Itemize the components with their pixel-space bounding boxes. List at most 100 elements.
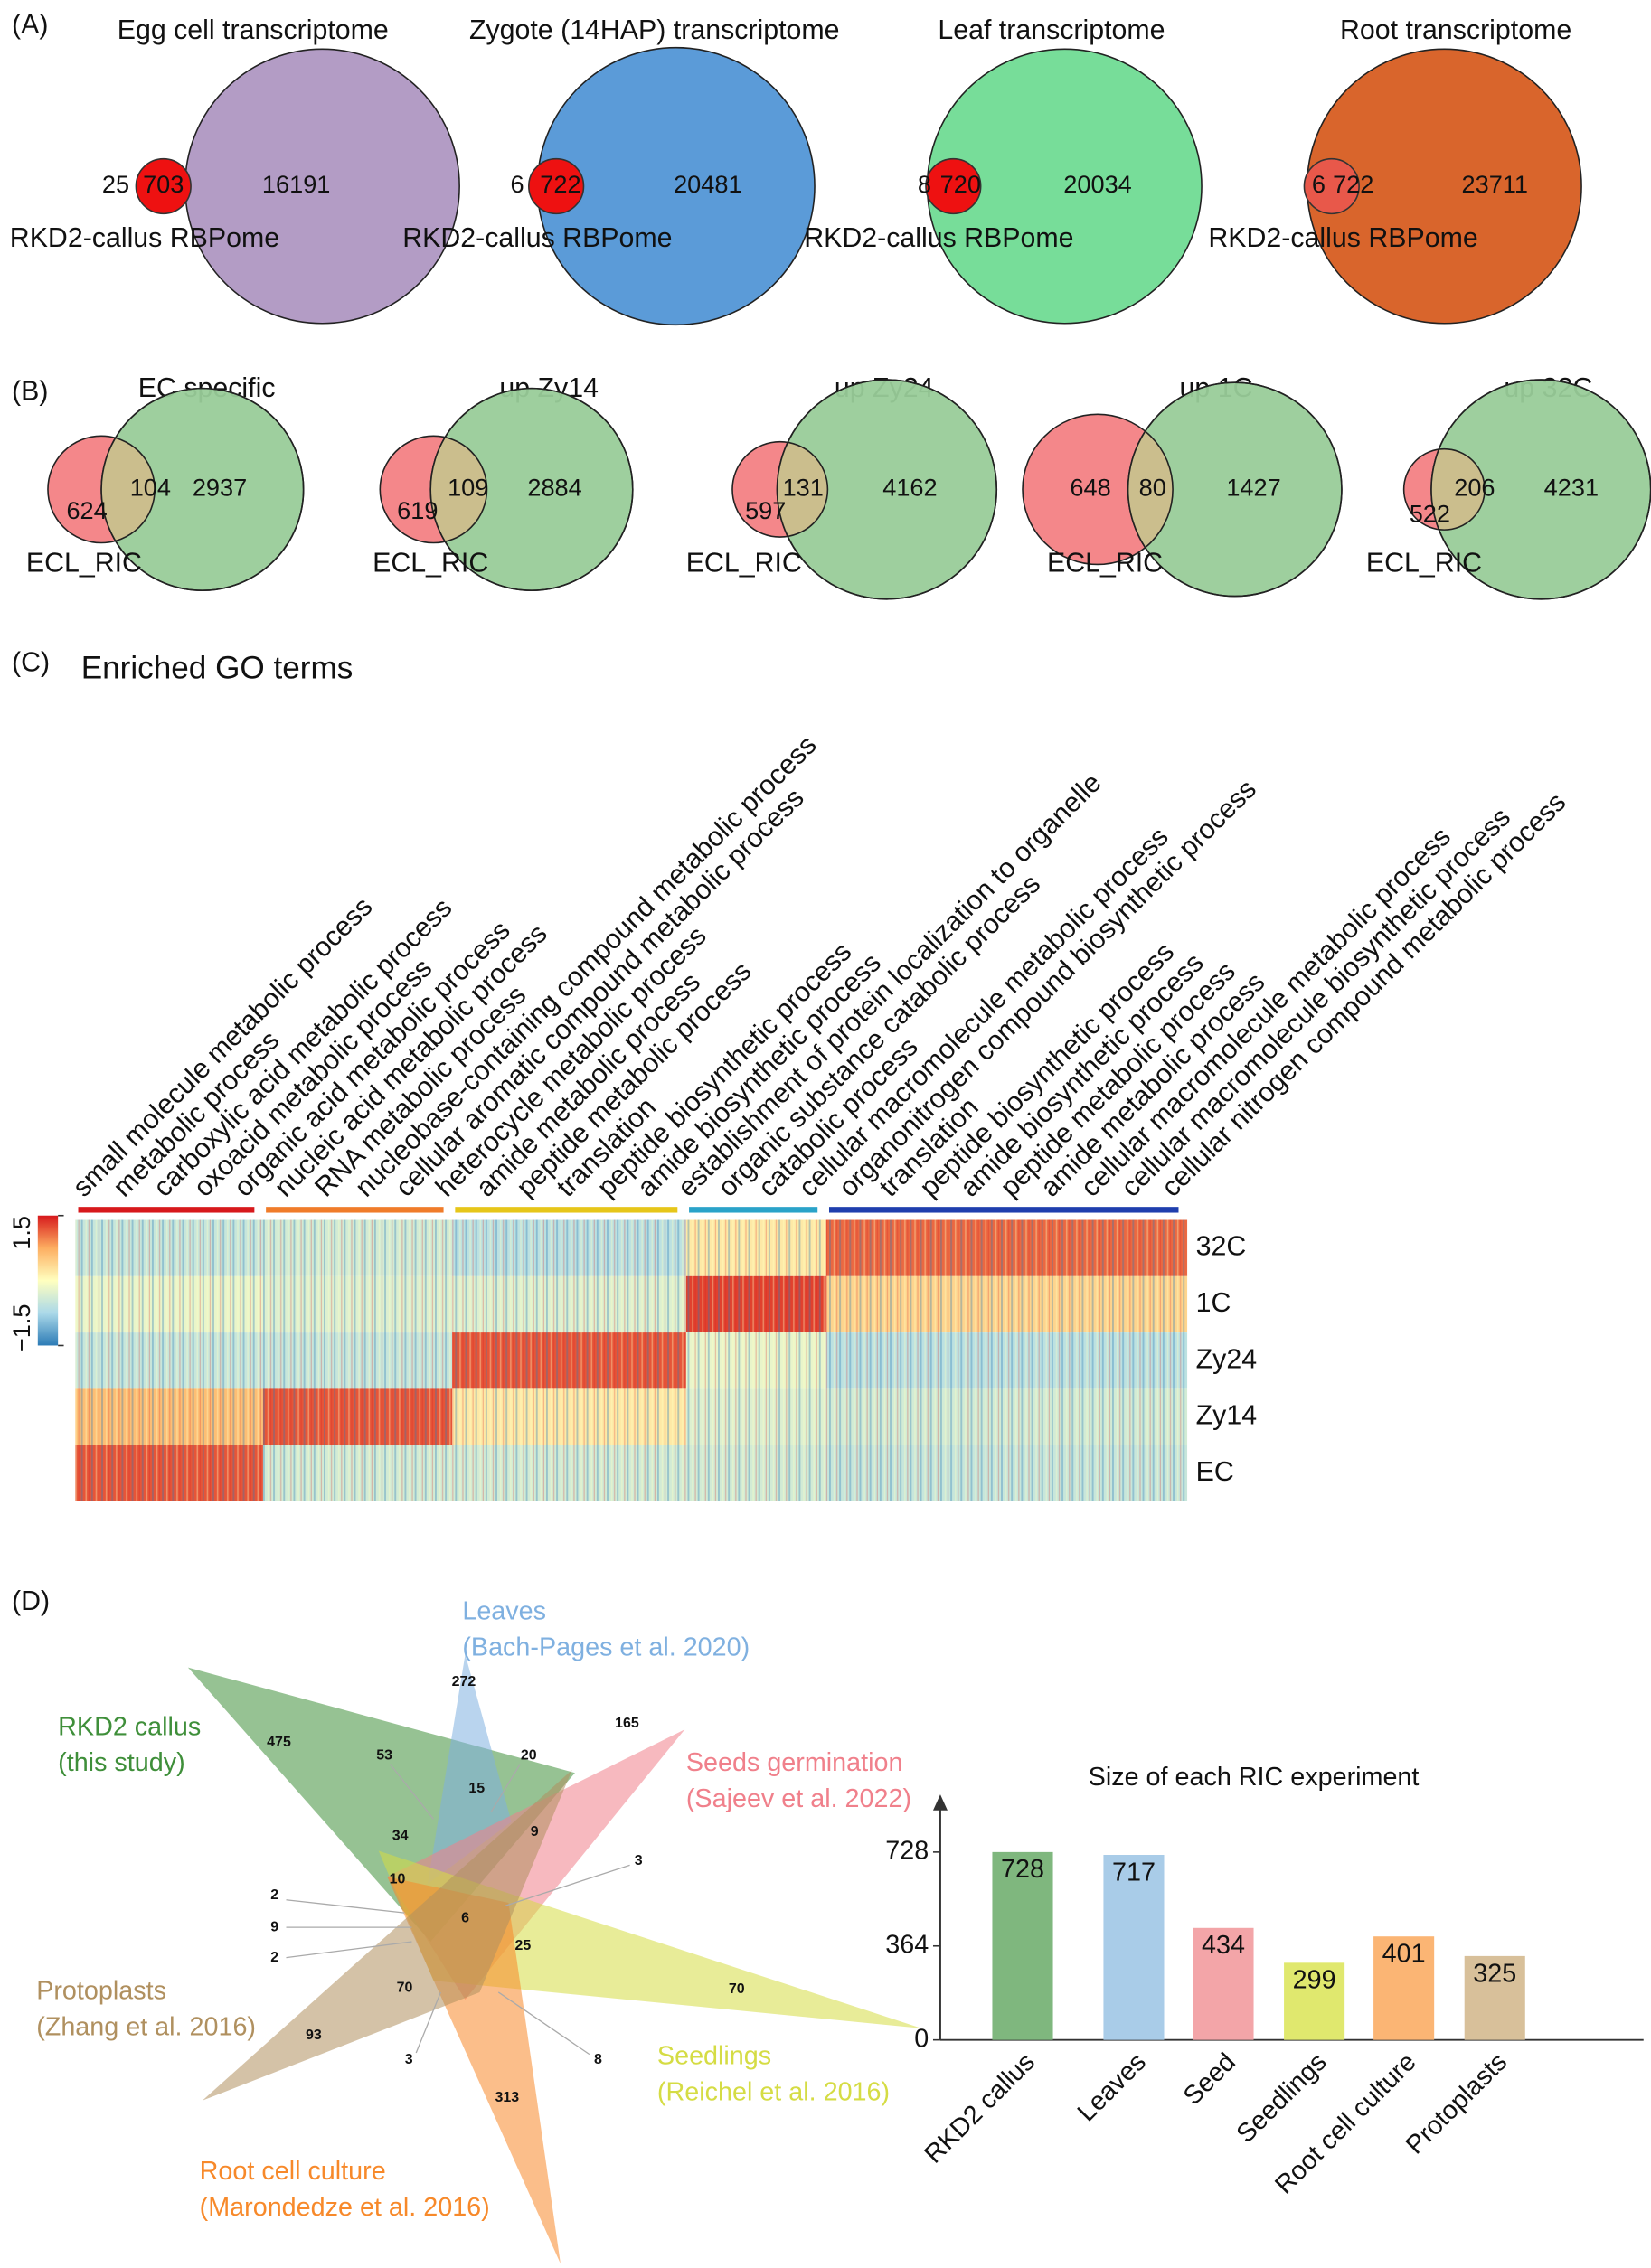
venn-count: 2: [270, 1950, 278, 1965]
count-label: 6: [1312, 170, 1326, 198]
count-label: 4162: [882, 474, 937, 502]
venn-count: 8: [594, 2052, 602, 2067]
venn-count: 70: [729, 1981, 745, 1997]
count-label: 109: [448, 474, 488, 502]
count-label: 104: [130, 474, 171, 502]
venn-count: 34: [392, 1829, 409, 1844]
venn-count: 6: [461, 1911, 469, 1926]
set-outline: [429, 387, 634, 592]
panel-label: (D): [12, 1586, 50, 1616]
overlap: [1430, 447, 1486, 531]
leader-lines: [286, 1764, 630, 2056]
count-label: 6: [510, 170, 524, 198]
set-label: ECL_RIC: [26, 548, 142, 578]
rbpome-circle: [925, 157, 982, 215]
venn-count: 9: [270, 1919, 278, 1934]
set-source: (Reichel et al. 2016): [657, 2077, 890, 2106]
colorbar-label: 1.5: [7, 1216, 35, 1250]
set-label: RKD2-callus RBPome: [804, 223, 1073, 253]
venn-count: 70: [397, 1980, 413, 1995]
count-label: 20481: [674, 170, 741, 198]
count-label: 619: [397, 496, 438, 524]
bar: [1284, 1962, 1345, 2040]
venn-count: 313: [495, 2090, 520, 2105]
venn-count: 475: [267, 1735, 291, 1750]
set-name: RKD2 callus: [58, 1712, 201, 1741]
x-tick-label: Leaves: [1072, 2047, 1152, 2127]
venn-title: Leaf transcriptome: [938, 15, 1165, 45]
set-label: RKD2-callus RBPome: [1208, 223, 1477, 253]
set-source: (Sajeev et al. 2022): [686, 1784, 911, 1813]
set-label: RKD2-callus RBPome: [10, 223, 279, 253]
panel-label: (A): [12, 10, 48, 40]
cluster-bar: [78, 1207, 255, 1213]
cluster-bar: [828, 1207, 1179, 1213]
row-label: Zy24: [1196, 1344, 1257, 1374]
rbpome-circle: [135, 157, 192, 215]
venn-count: 93: [306, 2028, 322, 2043]
count-label: 16191: [262, 170, 330, 198]
venn-count: 10: [390, 1872, 406, 1887]
set-label: ECL_RIC: [1047, 548, 1163, 578]
venn-count: 25: [515, 1938, 532, 1953]
value-label: 299: [1293, 1966, 1336, 1995]
set-name: Seeds germination: [686, 1748, 903, 1777]
cluster-bar: [266, 1207, 444, 1213]
count-label: 597: [745, 496, 786, 524]
set-label: ECL_RIC: [686, 548, 802, 578]
heatmap-texture: [75, 1219, 1188, 1501]
count-label: 703: [143, 170, 184, 198]
y-tick-label: 728: [885, 1836, 929, 1865]
venn-count: 20: [521, 1747, 537, 1763]
count-label: 2937: [193, 474, 247, 502]
panel-label: (B): [12, 376, 48, 406]
set-source: (Marondedze et al. 2016): [200, 2193, 490, 2222]
set-outline: [100, 387, 305, 592]
set-outline: [1127, 381, 1343, 598]
bar: [1373, 1936, 1435, 2040]
rbpome-circle: [1303, 157, 1360, 215]
venn-count: 9: [531, 1824, 539, 1840]
venn-count: 53: [376, 1747, 392, 1763]
venn-count: 165: [615, 1716, 639, 1731]
x-tick-label: Seed: [1178, 2047, 1241, 2111]
set-name: Leaves: [462, 1597, 546, 1626]
count-label: 20034: [1063, 170, 1131, 198]
set-outline: [776, 379, 998, 600]
venn-count: 2: [270, 1887, 278, 1903]
venn-title: Root transcriptome: [1340, 15, 1571, 45]
row-label: Zy14: [1196, 1401, 1257, 1431]
x-tick-label: RKD2 callus: [919, 2047, 1040, 2169]
colorbar: [37, 1215, 59, 1346]
set-label: ECL_RIC: [1366, 548, 1482, 578]
set-name: Seedlings: [657, 2041, 771, 2070]
cluster-bar: [455, 1207, 678, 1213]
count-label: 8: [918, 170, 931, 198]
row-label: 32C: [1196, 1232, 1247, 1262]
cluster-bar: [689, 1207, 818, 1213]
value-label: 728: [1001, 1855, 1044, 1884]
bar: [992, 1851, 1053, 2040]
set-source: (this study): [58, 1748, 185, 1777]
venn-count: 3: [405, 2052, 413, 2067]
row-label: 1C: [1196, 1288, 1231, 1318]
count-label: 720: [940, 170, 981, 198]
venn-count: 15: [468, 1781, 485, 1796]
set-label: RKD2-callus RBPome: [402, 223, 672, 253]
value-label: 434: [1202, 1931, 1245, 1960]
panel-label: (C): [12, 648, 50, 678]
set-label: ECL_RIC: [373, 548, 488, 578]
count-label: 206: [1454, 474, 1495, 502]
panel-title: Enriched GO terms: [81, 650, 354, 685]
count-label: 648: [1070, 474, 1110, 502]
count-label: 722: [540, 170, 580, 198]
count-label: 1427: [1226, 474, 1280, 502]
count-label: 25: [102, 170, 129, 198]
value-label: 401: [1382, 1940, 1426, 1969]
set-name: Root cell culture: [200, 2157, 386, 2186]
value-label: 325: [1473, 1959, 1516, 1988]
y-tick-label: 364: [885, 1930, 929, 1959]
count-label: 131: [783, 474, 824, 502]
